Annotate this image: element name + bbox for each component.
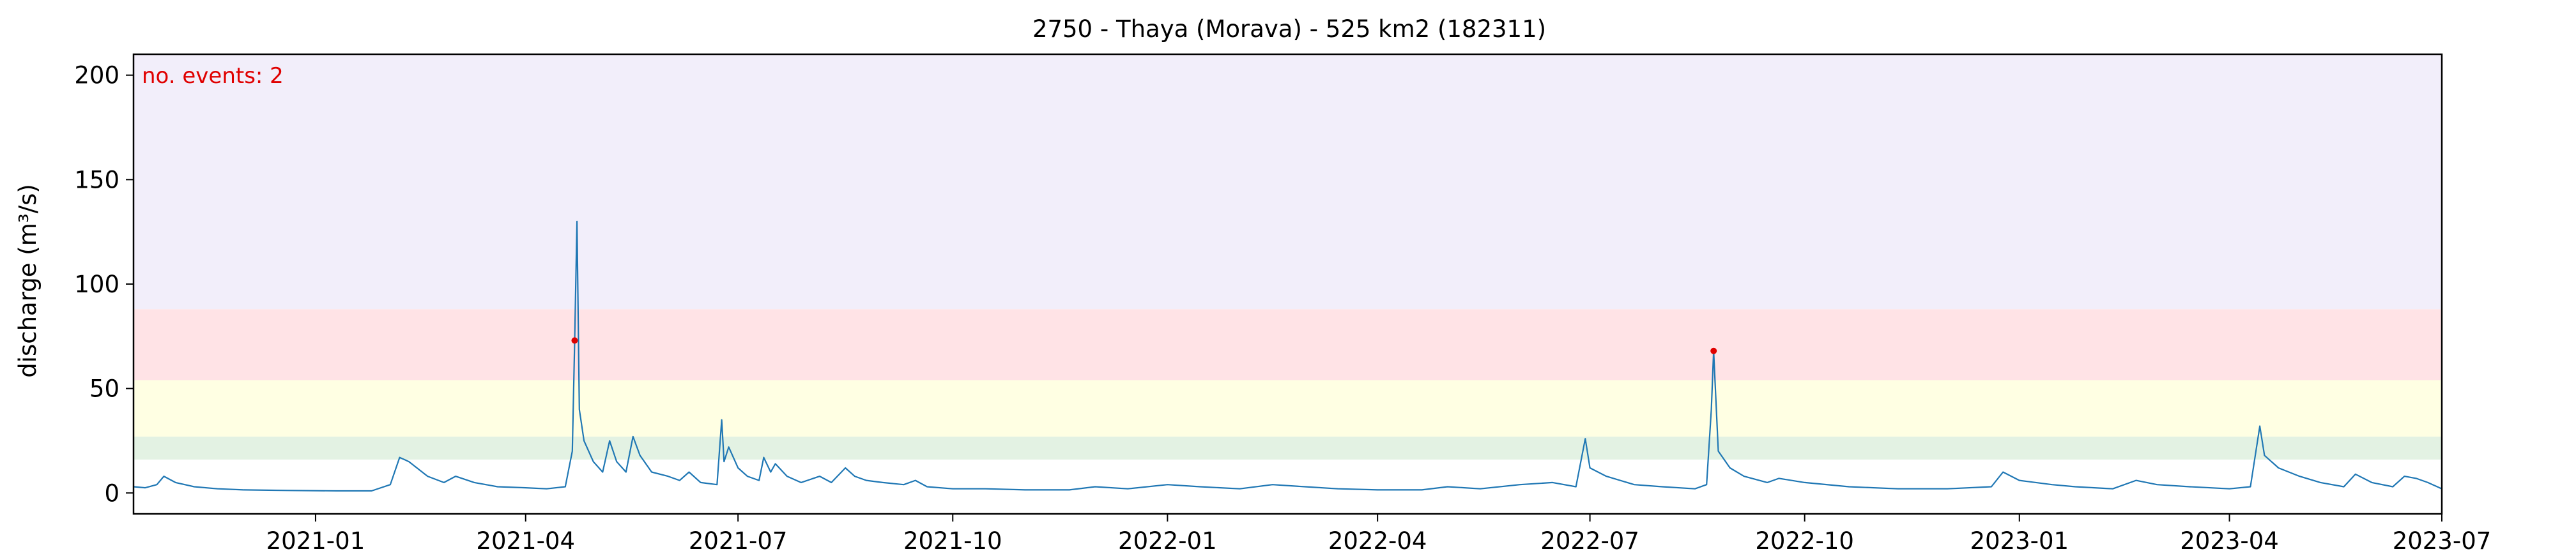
x-tick-label: 2022-10 [1755, 527, 1854, 555]
x-tick-label: 2021-07 [689, 527, 788, 555]
threshold-band-3 [134, 309, 2442, 380]
x-tick-label: 2023-01 [1970, 527, 2069, 555]
event-marker-1 [571, 337, 578, 344]
y-tick-label: 100 [74, 271, 119, 298]
x-tick-label: 2022-07 [1540, 527, 1639, 555]
y-axis-ticks: 0 50 100 150 200 [74, 62, 134, 507]
y-tick-label: 150 [74, 166, 119, 193]
threshold-bands [134, 54, 2442, 460]
x-tick-label: 2022-01 [1118, 527, 1217, 555]
y-axis-label: discharge (m³/s) [14, 184, 42, 378]
x-tick-label: 2021-01 [266, 527, 365, 555]
chart-title: 2750 - Thaya (Morava) - 525 km2 (182311) [1032, 15, 1546, 43]
discharge-series-line [133, 220, 2442, 492]
y-tick-label: 50 [89, 375, 119, 403]
series-layer [133, 220, 2442, 492]
x-axis-ticks: 2021-01 2021-04 2021-07 2021-10 2022-01 2022-… [266, 514, 2492, 555]
threshold-band-1 [134, 436, 2442, 460]
y-tick-label: 200 [74, 62, 119, 89]
y-tick-label: 0 [104, 479, 119, 507]
threshold-band-2 [134, 380, 2442, 437]
event-markers [571, 337, 1717, 354]
x-tick-label: 2022-04 [1328, 527, 1427, 555]
events-count-annotation: no. events: 2 [142, 63, 284, 89]
x-tick-label: 2023-07 [2393, 527, 2492, 555]
x-tick-label: 2021-04 [476, 527, 575, 555]
event-marker-2 [1710, 347, 1717, 354]
x-tick-label: 2023-04 [2180, 527, 2279, 555]
threshold-band-4 [134, 54, 2442, 310]
x-tick-label: 2021-10 [903, 527, 1002, 555]
